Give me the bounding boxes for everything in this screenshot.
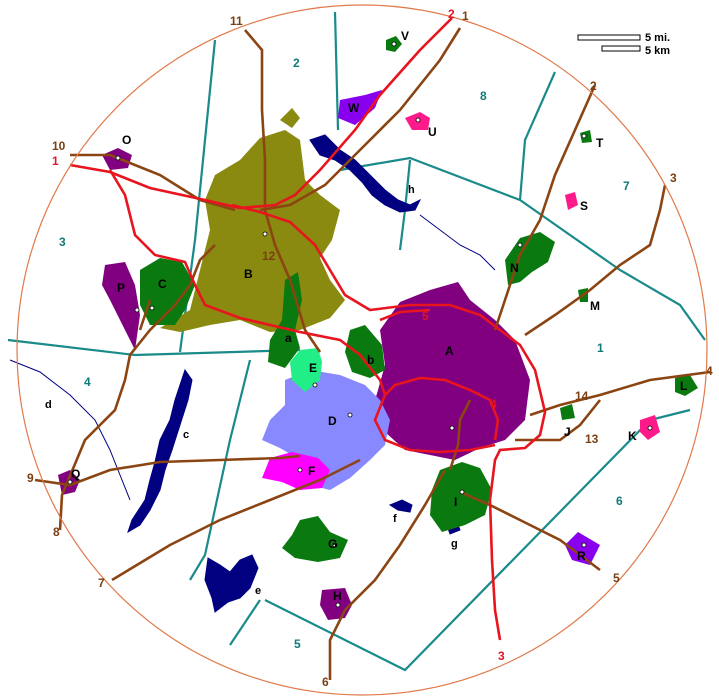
route-label-5: 5	[613, 571, 620, 585]
area-label-a: a	[285, 331, 292, 345]
area-label-N: N	[510, 261, 519, 275]
highway-label-5: 5	[422, 309, 429, 323]
reservoir-e	[204, 554, 259, 613]
water-label-e: e	[255, 585, 261, 597]
area-label-O: O	[122, 133, 131, 147]
area-N-shape	[505, 232, 555, 285]
scale-label-km: 5 km	[645, 45, 670, 57]
zone-label-6: 6	[616, 494, 623, 508]
route-label-3: 3	[670, 171, 677, 185]
zone-labels: 1 2 3 4 5 6 7 8	[59, 56, 630, 651]
route-label-11: 11	[230, 14, 243, 28]
zone-label-2: 2	[293, 56, 300, 70]
area-B-north	[280, 108, 300, 128]
area-label-A: A	[445, 344, 454, 358]
area-L-shape	[675, 375, 698, 396]
area-label-W: W	[348, 101, 360, 115]
zone-label-5: 5	[294, 637, 301, 651]
boundary-circle	[16, 4, 708, 696]
area-b-shape	[345, 325, 385, 378]
area-S-shape	[565, 192, 578, 210]
water-label-d: d	[45, 399, 52, 411]
highway-label-1: 1	[52, 154, 59, 168]
route-label-13: 13	[585, 432, 599, 446]
water-labels: c d e f g h	[45, 184, 458, 597]
zone-label-4: 4	[84, 375, 91, 389]
route-label-2: 2	[590, 79, 597, 93]
zone-label-8: 8	[480, 89, 487, 103]
scale-label-miles: 5 mi.	[645, 32, 670, 44]
area-label-F: F	[308, 464, 315, 478]
route-label-10: 10	[52, 139, 66, 153]
zone-label-3: 3	[59, 235, 66, 249]
route-label-14: 14	[575, 389, 589, 403]
area-labels: A B C D E F G H I J K L M N O P Q R S T …	[71, 29, 687, 603]
area-F-shape	[262, 452, 330, 490]
area-label-E: E	[309, 361, 317, 375]
scale-bar-km	[601, 45, 641, 52]
town-center-dots	[67, 41, 653, 608]
reservoir-f	[388, 499, 413, 513]
area-label-R: R	[577, 549, 586, 563]
route-label-9: 9	[27, 471, 34, 485]
area-label-U: U	[428, 125, 437, 139]
highway-label-2: 2	[448, 7, 455, 21]
route-label-7: 7	[98, 576, 105, 590]
water-label-c: c	[183, 429, 189, 441]
area-J-shape	[560, 404, 575, 420]
route-label-1: 1	[462, 9, 469, 23]
area-label-J: J	[564, 425, 571, 439]
scale-bar-miles	[577, 34, 641, 41]
area-label-H: H	[333, 589, 342, 603]
area-label-B: B	[244, 267, 253, 281]
route-label-8: 8	[53, 525, 60, 539]
water-label-g: g	[451, 538, 458, 550]
scale-bar: 5 mi. 5 km	[577, 32, 670, 57]
area-label-L: L	[680, 379, 687, 393]
zone-label-7: 7	[623, 179, 630, 193]
streams	[9, 214, 496, 501]
route-label-6: 6	[322, 675, 329, 689]
area-G-shape	[282, 516, 348, 562]
route-label-4: 4	[706, 364, 713, 378]
zone-label-1: 1	[597, 341, 604, 355]
area-E-shape	[290, 348, 322, 392]
local-routes	[34, 27, 711, 680]
area-R-shape	[565, 532, 600, 565]
route-labels: 1 2 3 4 5 6 7 8 9 10 11 12 13 14	[27, 9, 713, 689]
area-label-S: S	[580, 199, 588, 213]
area-label-D: D	[328, 414, 337, 428]
area-A-shape	[372, 282, 530, 460]
area-label-C: C	[158, 277, 167, 291]
urban-areas	[58, 36, 698, 620]
highway-label-4: 4	[490, 397, 497, 411]
water-label-f: f	[393, 513, 397, 525]
highway-label-3: 3	[498, 649, 505, 663]
route-label-12: 12	[262, 249, 276, 263]
area-I-shape	[430, 462, 492, 532]
area-label-T: T	[596, 136, 604, 150]
area-label-M: M	[590, 299, 600, 313]
area-label-I: I	[454, 495, 457, 509]
highway-labels: 1 2 3 4 5	[52, 7, 505, 663]
area-label-P: P	[117, 281, 125, 295]
area-label-Q: Q	[71, 467, 80, 481]
highways	[69, 17, 547, 641]
reservoir-c	[127, 368, 193, 534]
area-label-V: V	[401, 29, 409, 43]
water-label-h: h	[408, 184, 415, 196]
area-label-G: G	[328, 537, 337, 551]
area-W-shape	[338, 90, 382, 125]
area-label-b: b	[367, 353, 374, 367]
area-label-K: K	[628, 429, 637, 443]
area-P-shape	[102, 262, 140, 350]
